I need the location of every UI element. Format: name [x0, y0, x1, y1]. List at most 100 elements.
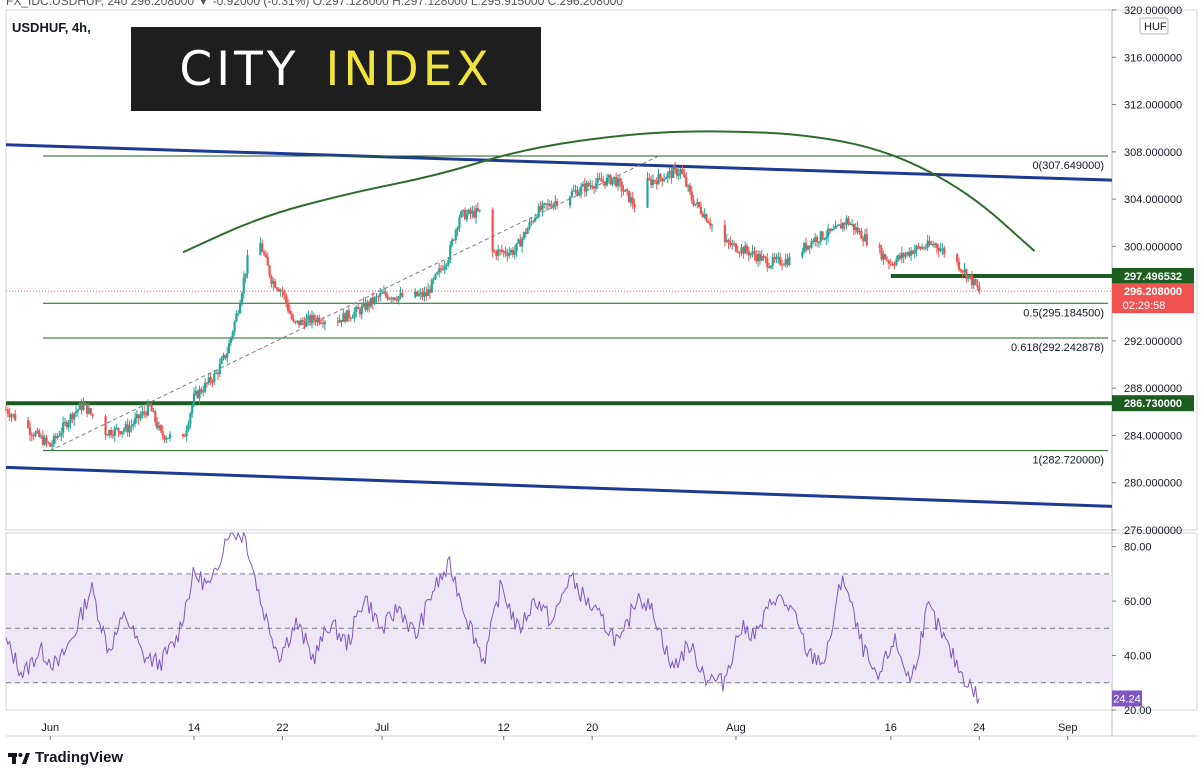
candle-body — [495, 251, 498, 256]
candle-body — [825, 236, 828, 239]
candle-body — [49, 442, 52, 447]
candle-body — [371, 297, 374, 304]
candle-body — [937, 247, 940, 252]
last-price-label: 296.208000 — [1124, 286, 1182, 298]
candle-body — [86, 403, 89, 414]
candle-body — [738, 252, 741, 254]
candle-body — [834, 226, 837, 229]
candle-body — [104, 416, 107, 435]
candle-body — [596, 177, 599, 184]
candle-body — [603, 181, 607, 186]
candle-body — [152, 411, 155, 413]
candle-body — [618, 178, 621, 182]
candle-body — [438, 268, 441, 273]
candle-body — [930, 243, 933, 245]
candle-body — [733, 243, 736, 245]
candle-body — [956, 254, 959, 262]
candle-body — [530, 221, 533, 223]
candle-body — [513, 251, 516, 255]
candle-body — [275, 287, 279, 290]
candle-body — [399, 293, 402, 297]
candle-body — [821, 231, 824, 240]
candle-body — [108, 429, 111, 436]
candle-body — [895, 259, 898, 265]
candle-body — [810, 240, 813, 248]
candle-body — [281, 290, 284, 292]
candle-body — [351, 317, 354, 319]
candle-body — [591, 185, 594, 188]
fib-level-label: 0.618(292.242878) — [1011, 342, 1104, 354]
candle-body — [886, 259, 889, 261]
candle-body — [277, 289, 280, 292]
candle-body — [318, 317, 321, 323]
candle-body — [801, 251, 804, 257]
candle-body — [941, 248, 944, 250]
candle-body — [685, 177, 688, 187]
candle-body — [893, 264, 896, 266]
candle-body — [47, 442, 50, 444]
candle-body — [54, 435, 57, 439]
candle-body — [933, 243, 937, 246]
candle-body — [303, 321, 306, 327]
candle-body — [511, 249, 515, 255]
candle-body — [543, 203, 546, 205]
candle-body — [932, 243, 935, 246]
time-axis[interactable]: Jun 14 22 Jul 12 20 Aug 16 24 Sep — [41, 722, 1078, 740]
candle-body — [200, 389, 203, 393]
candle-body — [812, 240, 815, 242]
candle-body — [377, 296, 380, 298]
candle-body — [648, 178, 651, 180]
candle-body — [740, 247, 743, 253]
candle-body — [423, 292, 426, 297]
candle-body — [338, 319, 341, 323]
candle-body — [592, 187, 596, 189]
candle-body — [310, 315, 314, 323]
candle-body — [309, 315, 312, 323]
candle-body — [191, 404, 194, 414]
candle-body — [627, 190, 631, 203]
candle-body — [546, 203, 550, 205]
candle-body — [231, 331, 234, 338]
candle-body — [683, 173, 686, 178]
candle-body — [736, 251, 739, 253]
candle-body — [159, 425, 162, 431]
candle-body — [196, 390, 199, 399]
candle-body — [242, 277, 245, 294]
candle-body — [32, 435, 35, 437]
candle-body — [574, 190, 577, 192]
candle-body — [897, 255, 900, 260]
candle-body — [548, 203, 551, 207]
brand-label: TradingView — [35, 749, 124, 766]
candle-body — [294, 321, 297, 323]
candle-body — [135, 414, 138, 419]
time-tick-label: 16 — [885, 722, 897, 734]
candle-body — [661, 178, 664, 182]
time-tick-label: 22 — [276, 722, 288, 734]
candle-body — [526, 228, 529, 234]
candle-body — [904, 254, 907, 257]
symbol-label[interactable]: USDHUF, 4h, — [12, 20, 91, 35]
candle-body — [122, 429, 126, 432]
candle-body — [974, 279, 977, 285]
candle-body — [585, 182, 588, 192]
channel-upper-line — [5, 143, 1113, 182]
candle-body — [491, 209, 494, 252]
candle-body — [880, 247, 883, 260]
candle-body — [283, 291, 286, 295]
candle-body — [233, 321, 236, 332]
tradingview-brand[interactable]: TradingView — [8, 749, 123, 766]
price-tick-label: 300.000000 — [1124, 241, 1182, 253]
candle-body — [943, 248, 946, 255]
candle-body — [766, 258, 769, 268]
candle-body — [362, 302, 365, 307]
candle-body — [209, 376, 212, 382]
candle-body — [913, 250, 916, 254]
price-axis[interactable]: 276.000000 280.000000 284.000000 288.000000… — [1112, 5, 1194, 537]
candle-body — [27, 420, 30, 428]
candle-body — [154, 411, 157, 422]
candle-body — [694, 203, 697, 206]
candle-body — [474, 208, 478, 218]
candle-body — [141, 411, 144, 416]
candle-body — [270, 276, 273, 285]
